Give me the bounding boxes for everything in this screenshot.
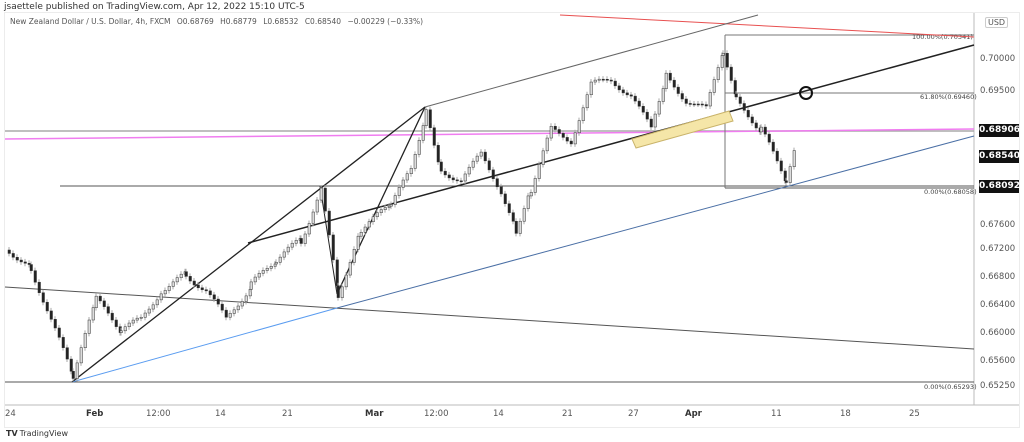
time-axis[interactable]: 24 Feb 12:00 14 21 Mar 12:00 14 21 27 Ap…	[5, 409, 920, 419]
svg-text:18: 18	[840, 409, 851, 419]
fib-618-label: 61.80%(0.69460)	[920, 93, 977, 101]
svg-text:27: 27	[628, 409, 639, 419]
price-tag-support: 0.68092	[979, 180, 1020, 193]
svg-text:14: 14	[215, 409, 226, 419]
brand-label: TradingView	[19, 429, 68, 438]
svg-text:12:00: 12:00	[424, 409, 449, 419]
svg-text:Apr: Apr	[685, 409, 703, 419]
ohlc-open: O0.68769	[176, 17, 214, 26]
support-zone-box	[631, 110, 734, 149]
svg-text:0.70000: 0.70000	[980, 54, 1015, 64]
candlestick-series	[7, 50, 796, 382]
tradingview-logo[interactable]: TV TradingView	[6, 429, 68, 438]
svg-text:0.65600: 0.65600	[980, 356, 1015, 366]
svg-text:0.66000: 0.66000	[980, 328, 1015, 338]
svg-text:21: 21	[282, 409, 293, 419]
tradingview-logo-icon: TV	[6, 429, 18, 438]
svg-text:0.65250: 0.65250	[980, 381, 1015, 391]
svg-text:0.66400: 0.66400	[980, 300, 1015, 310]
svg-text:0.69500: 0.69500	[980, 86, 1015, 96]
svg-text:14: 14	[493, 409, 504, 419]
svg-text:21: 21	[562, 409, 573, 419]
svg-text:24: 24	[5, 409, 16, 419]
symbol-name: New Zealand Dollar / U.S. Dollar, 4h, FX…	[10, 17, 171, 26]
fib-100-label: 100.00%(0.70341)	[912, 33, 973, 41]
fib-0-low-label: 0.00%(0.65293)	[924, 383, 977, 391]
chart-frame	[4, 12, 1020, 428]
symbol-legend: New Zealand Dollar / U.S. Dollar, 4h, FX…	[10, 17, 427, 26]
circle-marker-icon	[799, 86, 813, 100]
publisher-line: jsaettele published on TradingView.com, …	[4, 2, 305, 12]
svg-text:12:00: 12:00	[146, 409, 171, 419]
price-tag-last: 0.68540	[979, 150, 1020, 163]
svg-text:Feb: Feb	[86, 409, 103, 419]
fib-0-label: 0.00%(0.68058)	[924, 188, 977, 196]
svg-text:25: 25	[909, 409, 920, 419]
svg-text:0.67600: 0.67600	[980, 220, 1015, 230]
svg-text:11: 11	[771, 409, 782, 419]
ohlc-low: L0.68532	[263, 17, 299, 26]
ohlc-close: C0.68540	[304, 17, 342, 26]
price-tag-level: 0.68906	[979, 124, 1020, 137]
ohlc-change: −0.00229 (−0.33%)	[347, 17, 424, 26]
ohlc-high: H0.68779	[220, 17, 257, 26]
svg-text:0.67200: 0.67200	[980, 244, 1015, 254]
svg-text:Mar: Mar	[365, 409, 384, 419]
price-axis[interactable]: 0.70000 0.69500 0.67600 0.67200 0.66800 …	[980, 54, 1015, 391]
currency-button[interactable]: USD	[985, 17, 1009, 28]
svg-text:0.66800: 0.66800	[980, 272, 1015, 282]
